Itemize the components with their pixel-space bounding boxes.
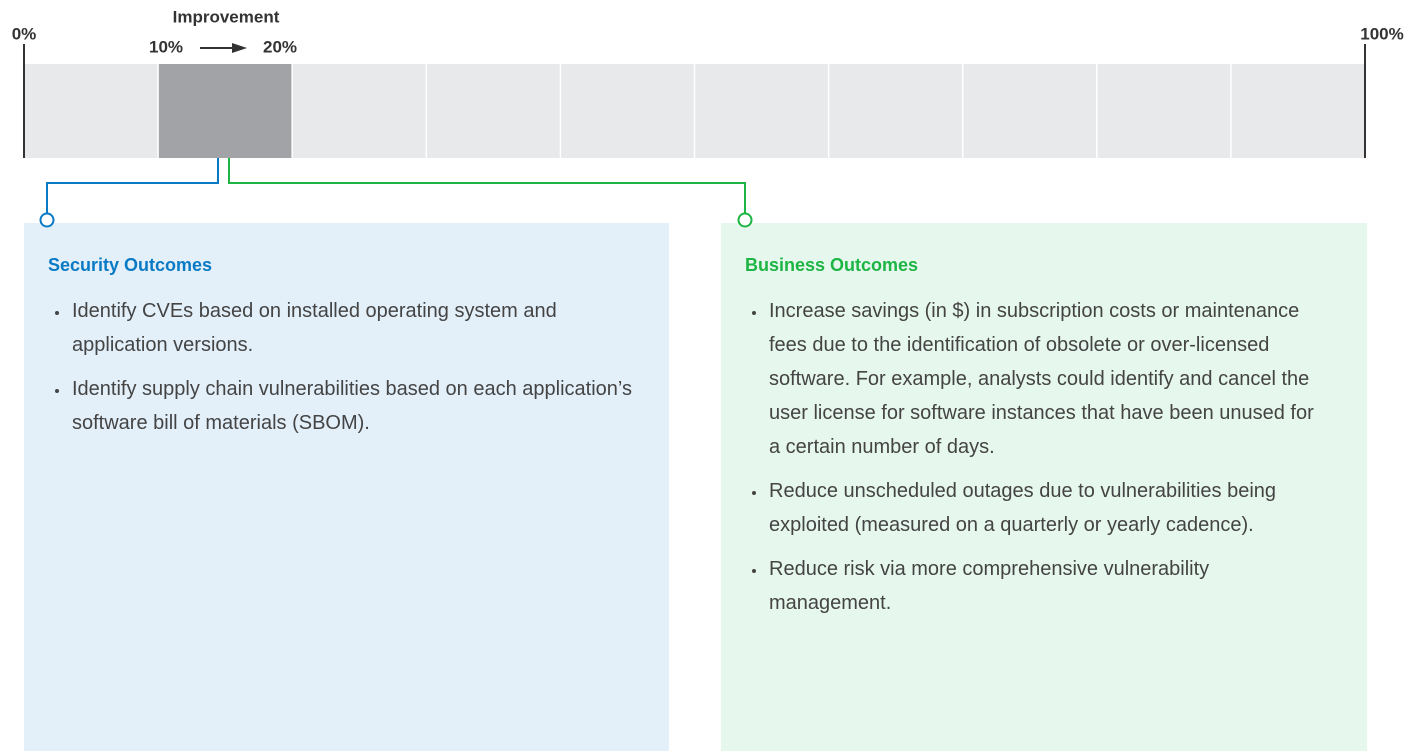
bullet: Reduce risk via more comprehensive vulne… [767, 552, 1323, 620]
improvement-range [158, 64, 293, 158]
scale-min-label: 0% [12, 24, 37, 43]
connector [228, 158, 746, 213]
business-panel: Business Outcomes Increase savings (in $… [721, 223, 1367, 751]
bullet-list: Increase savings (in $) in subscription … [745, 294, 1343, 620]
security-panel: Security Outcomes Identify CVEs based on… [24, 223, 669, 751]
panel-title: Security Outcomes [48, 255, 213, 275]
bullet-list: Identify CVEs based on installed operati… [48, 294, 645, 440]
improvement-to: 20% [263, 37, 297, 56]
scale-max-label: 100% [1360, 24, 1403, 43]
improvement-label: Improvement [173, 7, 280, 26]
connector-dot [737, 212, 753, 228]
bullet: Reduce unscheduled outages due to vulner… [767, 474, 1323, 542]
arrow-head [232, 43, 247, 53]
connector-dot [39, 212, 55, 228]
bullet: Identify supply chain vulnerabilities ba… [70, 372, 645, 440]
bullet: Increase savings (in $) in subscription … [767, 294, 1323, 464]
improvement-from: 10% [149, 37, 183, 56]
panel-title: Business Outcomes [745, 255, 919, 275]
connector [46, 158, 219, 213]
bullet: Identify CVEs based on installed operati… [70, 294, 645, 362]
scale-diagram: Improvement 0% 100% 10% 20% [12, 7, 1404, 228]
